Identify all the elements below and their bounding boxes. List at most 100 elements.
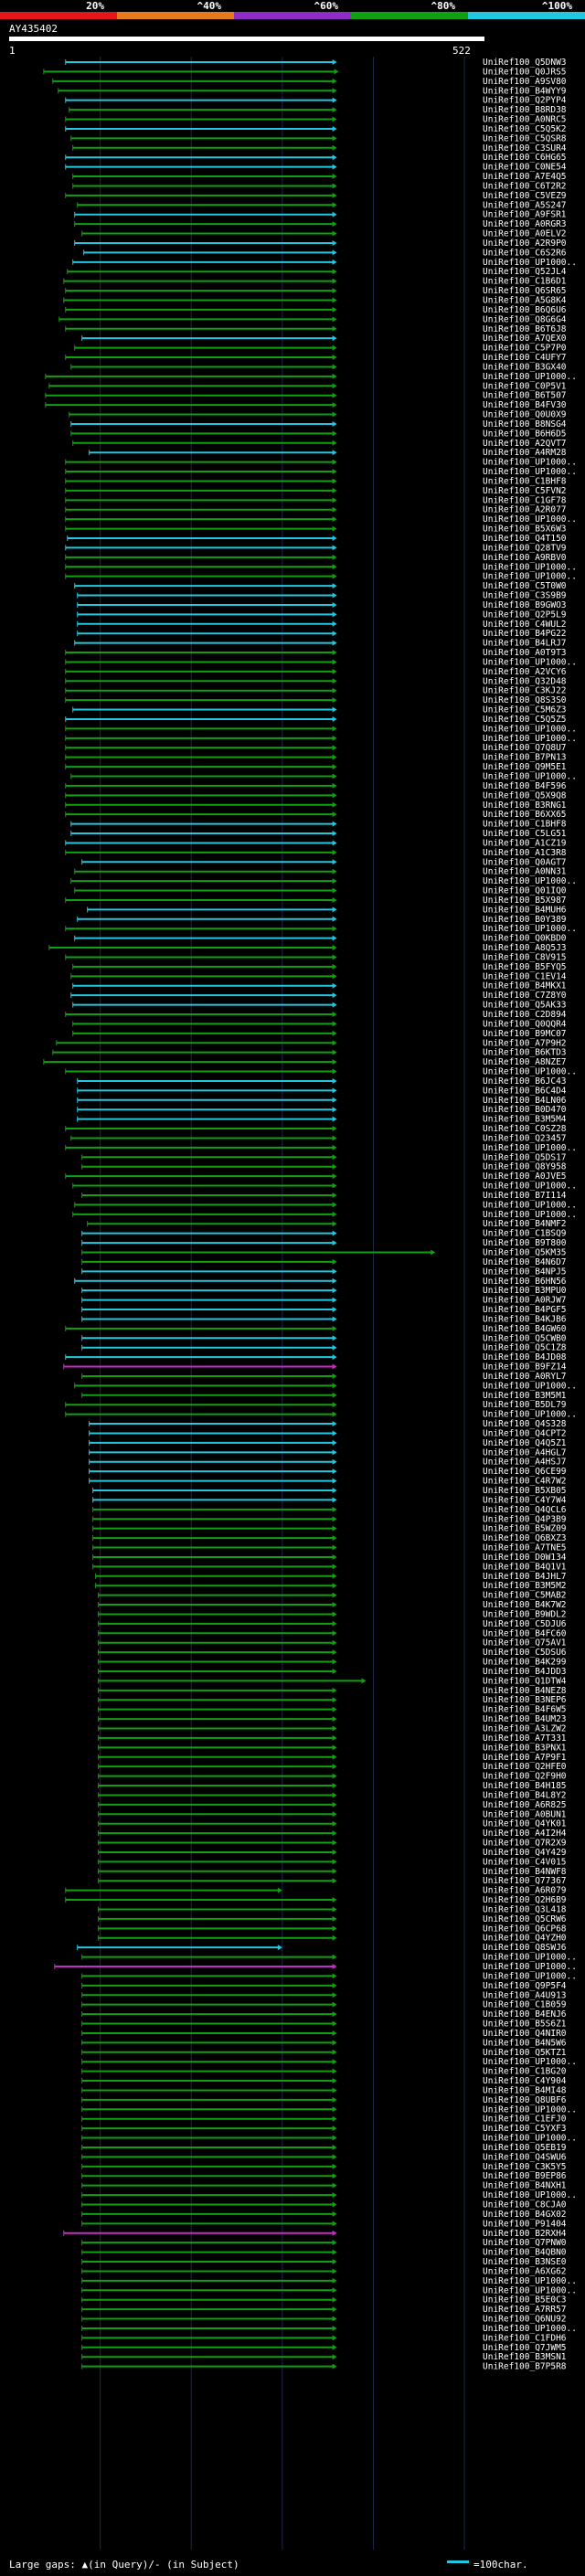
hit-row[interactable]: UniRef100_B4NMF2: [87, 1219, 567, 1229]
hit-row[interactable]: UniRef100_C5MAB2: [98, 1591, 567, 1601]
hit-row[interactable]: UniRef100_B4MKX1: [72, 981, 567, 991]
hit-row[interactable]: UniRef100_A1C3R8: [65, 848, 567, 858]
hit-row[interactable]: UniRef100_B8RD38: [69, 105, 567, 115]
hit-row[interactable]: UniRef100_Q2P5L9: [77, 610, 567, 620]
hit-row[interactable]: UniRef100_Q4Y429: [98, 1848, 567, 1858]
hit-row[interactable]: UniRef100_P91404: [81, 2219, 567, 2229]
hit-row[interactable]: UniRef100_Q0U0X9: [69, 410, 567, 420]
hit-row[interactable]: UniRef100_B4QBN0: [81, 2248, 567, 2258]
hit-row[interactable]: UniRef100_B9MC07: [72, 1029, 567, 1039]
hit-row[interactable]: UniRef100_B5XB05: [92, 1486, 567, 1496]
hit-row[interactable]: UniRef100_A8NZE7: [43, 1057, 567, 1067]
hit-row[interactable]: UniRef100_B4JD08: [65, 1352, 567, 1362]
hit-row[interactable]: UniRef100_UP1000..: [70, 876, 577, 886]
hit-row[interactable]: UniRef100_A6R825: [98, 1800, 567, 1810]
hit-row[interactable]: UniRef100_Q9M5E1: [65, 762, 567, 772]
hit-row[interactable]: UniRef100_C4V015: [98, 1857, 567, 1867]
hit-row[interactable]: UniRef100_A6R079: [65, 1886, 567, 1896]
hit-row[interactable]: UniRef100_C4R7W2: [89, 1477, 567, 1487]
hit-row[interactable]: UniRef100_B4F6W5: [98, 1705, 567, 1715]
hit-row[interactable]: UniRef100_C4Y7W4: [92, 1495, 567, 1505]
hit-row[interactable]: UniRef100_UP1000..: [81, 2057, 577, 2067]
hit-row[interactable]: UniRef100_Q52JL4: [67, 267, 567, 277]
hit-row[interactable]: UniRef100_B3MSN1: [81, 2352, 567, 2362]
hit-row[interactable]: UniRef100_B4JHL7: [95, 1572, 567, 1582]
hit-row[interactable]: UniRef100_A7RR57: [81, 2305, 567, 2315]
hit-row[interactable]: UniRef100_B6KTD3: [52, 1048, 567, 1058]
hit-row[interactable]: UniRef100_B3NSE0: [81, 2257, 567, 2267]
hit-row[interactable]: UniRef100_B9GWO3: [77, 600, 567, 610]
hit-row[interactable]: UniRef100_UP1000..: [72, 1182, 577, 1192]
hit-row[interactable]: UniRef100_A0ELV2: [81, 229, 567, 239]
hit-row[interactable]: UniRef100_C5FVN2: [65, 486, 567, 496]
hit-row[interactable]: UniRef100_A4U913: [81, 1990, 567, 2000]
hit-row[interactable]: UniRef100_Q23457: [70, 1133, 567, 1143]
hit-row[interactable]: UniRef100_A9FSR1: [74, 210, 567, 220]
hit-row[interactable]: UniRef100_B4FC60: [98, 1628, 567, 1638]
hit-row[interactable]: UniRef100_C7Z8Y0: [70, 991, 567, 1001]
hit-row[interactable]: UniRef100_Q2PYP4: [65, 96, 567, 106]
hit-row[interactable]: UniRef100_UP1000..: [65, 1143, 577, 1153]
hit-row[interactable]: UniRef100_A4HGL7: [89, 1447, 567, 1458]
hit-row[interactable]: UniRef100_A6XG62: [81, 2266, 567, 2276]
hit-row[interactable]: UniRef100_B4JDD3: [98, 1667, 567, 1677]
hit-row[interactable]: UniRef100_Q0AGT7: [81, 857, 567, 867]
hit-row[interactable]: UniRef100_A4RM28: [89, 448, 567, 458]
hit-row[interactable]: UniRef100_A0NN31: [74, 867, 567, 877]
hit-row[interactable]: UniRef100_Q8G6G4: [58, 314, 567, 324]
hit-row[interactable]: UniRef100_C1EFJ0: [81, 2115, 567, 2125]
hit-row[interactable]: UniRef100_Q7Q8U7: [65, 743, 567, 753]
hit-row[interactable]: UniRef100_Q32D48: [65, 676, 567, 686]
hit-row[interactable]: UniRef100_A7P9H2: [56, 1038, 567, 1048]
hit-row[interactable]: UniRef100_UP1000..: [81, 2190, 577, 2200]
hit-row[interactable]: UniRef100_A2VCY6: [65, 667, 567, 677]
hit-row[interactable]: UniRef100_Q28TV9: [65, 543, 567, 553]
hit-row[interactable]: UniRef100_UP1000..: [81, 2134, 577, 2144]
hit-row[interactable]: UniRef100_A9RBV0: [65, 553, 567, 563]
hit-row[interactable]: UniRef100_Q5CRW6: [98, 1914, 567, 1924]
hit-row[interactable]: UniRef100_B5X6W3: [65, 525, 567, 535]
hit-row[interactable]: UniRef100_Q6CP68: [98, 1924, 567, 1934]
hit-row[interactable]: UniRef100_A0JVE5: [65, 1171, 567, 1182]
hit-row[interactable]: UniRef100_A7E4Q5: [72, 172, 567, 182]
hit-row[interactable]: UniRef100_UP1000..: [81, 2324, 577, 2334]
hit-row[interactable]: UniRef100_C8V915: [65, 952, 567, 962]
hit-row[interactable]: UniRef100_C5T0W0: [74, 581, 567, 591]
hit-row[interactable]: UniRef100_UP1000..: [65, 657, 577, 667]
hit-row[interactable]: UniRef100_C5LG51: [70, 829, 567, 839]
hit-row[interactable]: UniRef100_UP1000..: [65, 734, 577, 744]
hit-row[interactable]: UniRef100_B4PGF5: [81, 1305, 567, 1315]
hit-row[interactable]: UniRef100_B4NEZ8: [98, 1686, 567, 1696]
hit-row[interactable]: UniRef100_Q2HFE0: [98, 1762, 567, 1772]
hit-row[interactable]: UniRef100_C1B6D1: [63, 277, 567, 287]
hit-row[interactable]: UniRef100_C4Y904: [81, 2076, 567, 2086]
hit-row[interactable]: UniRef100_Q4CPT2: [89, 1428, 567, 1438]
hit-row[interactable]: UniRef100_Q6BXZ3: [92, 1533, 567, 1543]
hit-row[interactable]: UniRef100_B9EP86: [81, 2171, 567, 2181]
hit-row[interactable]: UniRef100_Q5CWB0: [81, 1333, 567, 1343]
hit-row[interactable]: UniRef100_B4GX02: [81, 2210, 567, 2220]
hit-row[interactable]: UniRef100_C1FDH6: [81, 2333, 567, 2343]
hit-row[interactable]: UniRef100_B4GW60: [65, 1324, 567, 1334]
hit-row[interactable]: UniRef100_B3GX40: [70, 362, 567, 372]
hit-row[interactable]: UniRef100_C5M6Z3: [72, 705, 567, 716]
hit-row[interactable]: UniRef100_UP1000..: [65, 924, 577, 934]
hit-row[interactable]: UniRef100_UP1000..: [81, 1971, 577, 1981]
hit-row[interactable]: UniRef100_A8Q5J3: [48, 943, 567, 953]
hit-row[interactable]: UniRef100_Q5C1Z8: [81, 1343, 567, 1353]
hit-row[interactable]: UniRef100_UP1000..: [70, 772, 577, 782]
hit-row[interactable]: UniRef100_Q5EB19: [81, 2143, 567, 2153]
hit-row[interactable]: UniRef100_UP1000..: [74, 1200, 577, 1210]
hit-row[interactable]: UniRef100_Q4T150: [67, 534, 567, 544]
hit-row[interactable]: UniRef100_Q5AK33: [72, 1001, 567, 1011]
hit-row[interactable]: UniRef100_B6Q6U6: [65, 305, 567, 315]
hit-row[interactable]: UniRef100_C1BSQ9: [81, 1229, 567, 1239]
hit-row[interactable]: UniRef100_B6T507: [45, 391, 567, 401]
hit-row[interactable]: UniRef100_Q4SWU6: [81, 2152, 567, 2162]
hit-row[interactable]: UniRef100_Q4YK01: [98, 1819, 567, 1829]
hit-row[interactable]: UniRef100_C3SUR4: [72, 143, 567, 154]
hit-row[interactable]: UniRef100_B7I114: [81, 1191, 567, 1201]
hit-row[interactable]: UniRef100_A3LZW2: [98, 1724, 567, 1734]
hit-row[interactable]: UniRef100_B6C4D4: [77, 1086, 567, 1096]
hit-row[interactable]: UniRef100_Q5DS17: [81, 1152, 567, 1162]
